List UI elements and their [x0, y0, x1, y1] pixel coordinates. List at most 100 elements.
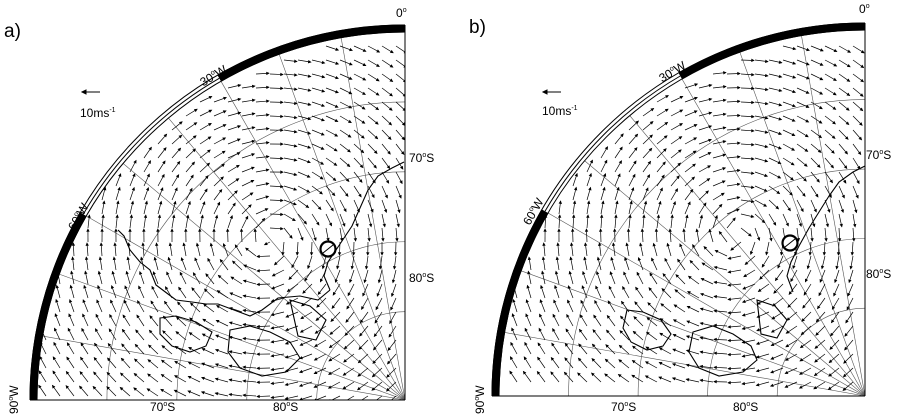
wind-arrowhead [256, 394, 260, 399]
wind-arrowhead [93, 356, 98, 361]
wind-arrowhead [676, 175, 680, 180]
wind-arrowhead [860, 49, 865, 54]
wind-arrowhead [147, 160, 151, 164]
wind-arrowhead [755, 355, 760, 359]
wind-arrowhead [678, 136, 683, 140]
wind-arrowhead [214, 377, 219, 381]
lon-label-0: 0o [396, 6, 407, 20]
wind-arrowhead [619, 146, 623, 151]
wind-arrowhead [846, 306, 850, 311]
wind-arrowhead [362, 91, 366, 95]
wind-arrowhead [586, 214, 590, 218]
wind-arrowhead [392, 265, 397, 270]
wind-arrowhead [604, 159, 608, 164]
wind-arrowhead [707, 152, 712, 156]
wind-arrowhead [201, 362, 206, 366]
wind-vectors [38, 45, 405, 403]
wind-arrowhead [813, 208, 817, 213]
wind-arrowhead [214, 348, 219, 353]
wind-arrowhead [829, 179, 833, 184]
wind-arrowhead [70, 270, 74, 275]
wind-arrowhead [541, 270, 545, 275]
wind-arrowhead [732, 217, 736, 222]
wind-arrowhead [819, 91, 824, 95]
wind-arrowhead [107, 357, 111, 362]
wind-arrowhead [672, 348, 677, 352]
wind-arrowhead [168, 242, 173, 247]
wind-arrowhead [357, 359, 362, 364]
wind-arrowhead [668, 228, 672, 232]
wind-arrowhead [842, 387, 847, 391]
wind-arrowhead [580, 299, 584, 304]
wind-arrowhead [860, 64, 865, 69]
wind-arrowhead [207, 149, 211, 153]
wind-arrowhead [843, 165, 848, 170]
wind-arrowhead [374, 135, 379, 140]
wind-arrowhead [578, 328, 583, 333]
wind-arrowhead [813, 385, 818, 390]
wind-arrowhead [333, 148, 338, 152]
wind-arrowhead [832, 106, 837, 110]
wind-arrowhead [775, 205, 780, 210]
wind-arrowhead [803, 163, 808, 167]
coastline-segment [786, 165, 865, 293]
wind-arrowhead [236, 152, 241, 156]
wind-arrowhead [107, 342, 112, 347]
wind-arrowhead [727, 325, 731, 329]
wind-arrowhead [613, 228, 617, 232]
wind-arrowhead [321, 103, 326, 107]
wind-arrowhead [285, 301, 290, 305]
wind-arrowhead [649, 134, 653, 139]
meridian-line [547, 212, 865, 396]
wind-arrowhead [835, 265, 839, 270]
wind-arrowhead [177, 147, 182, 152]
wind-arrowhead [237, 97, 242, 102]
wind-arrowhead [307, 145, 312, 149]
wind-arrowhead [222, 110, 227, 114]
wind-arrowhead [624, 256, 628, 261]
wind-arrowhead [359, 319, 364, 324]
wind-arrowhead [859, 93, 864, 97]
wind-arrowhead [153, 256, 157, 261]
wind-arrowhead [620, 315, 624, 320]
wind-arrowhead [830, 319, 835, 324]
wind-arrowhead [751, 58, 755, 63]
coastline-segment [622, 309, 672, 351]
wind-arrowhead [699, 322, 704, 326]
wind-arrowhead [805, 278, 809, 283]
frame-band [82, 77, 220, 215]
wind-arrowhead [776, 190, 781, 195]
wind-arrowhead [284, 355, 289, 359]
wind-arrowhead [659, 332, 664, 337]
wind-arrowhead [594, 299, 598, 304]
wind-arrowhead [803, 291, 807, 296]
wind-arrowhead [784, 370, 789, 374]
wind-arrowhead [375, 306, 379, 311]
wind-arrowhead [736, 182, 741, 187]
wind-arrowhead [339, 237, 344, 242]
wind-arrowhead [806, 47, 810, 52]
wind-arrowhead [713, 295, 717, 299]
wind-arrowhead [583, 256, 587, 261]
wind-arrowhead [114, 228, 118, 232]
wind-arrowhead [100, 228, 104, 232]
wind-arrowhead [167, 256, 171, 261]
wind-arrowhead [708, 97, 713, 102]
wind-arrowhead [375, 78, 380, 82]
wind-arrowhead [280, 86, 284, 91]
wind-arrowhead [859, 122, 863, 126]
wind-arrowhead [389, 64, 394, 68]
wind-arrowhead [727, 283, 731, 287]
latitude-circle [246, 241, 405, 400]
wind-arrowhead [122, 314, 126, 319]
wind-arrowhead [764, 87, 769, 92]
wind-arrowhead [692, 163, 696, 168]
wind-arrowhead [737, 155, 741, 159]
wind-arrowhead [357, 401, 360, 403]
wind-arrowhead [175, 331, 180, 335]
wind-arrowhead [693, 124, 698, 128]
wind-arrowhead [629, 200, 633, 205]
wind-arrowhead [843, 360, 847, 364]
wind-arrowhead [204, 188, 208, 193]
wind-arrowhead [391, 279, 396, 284]
